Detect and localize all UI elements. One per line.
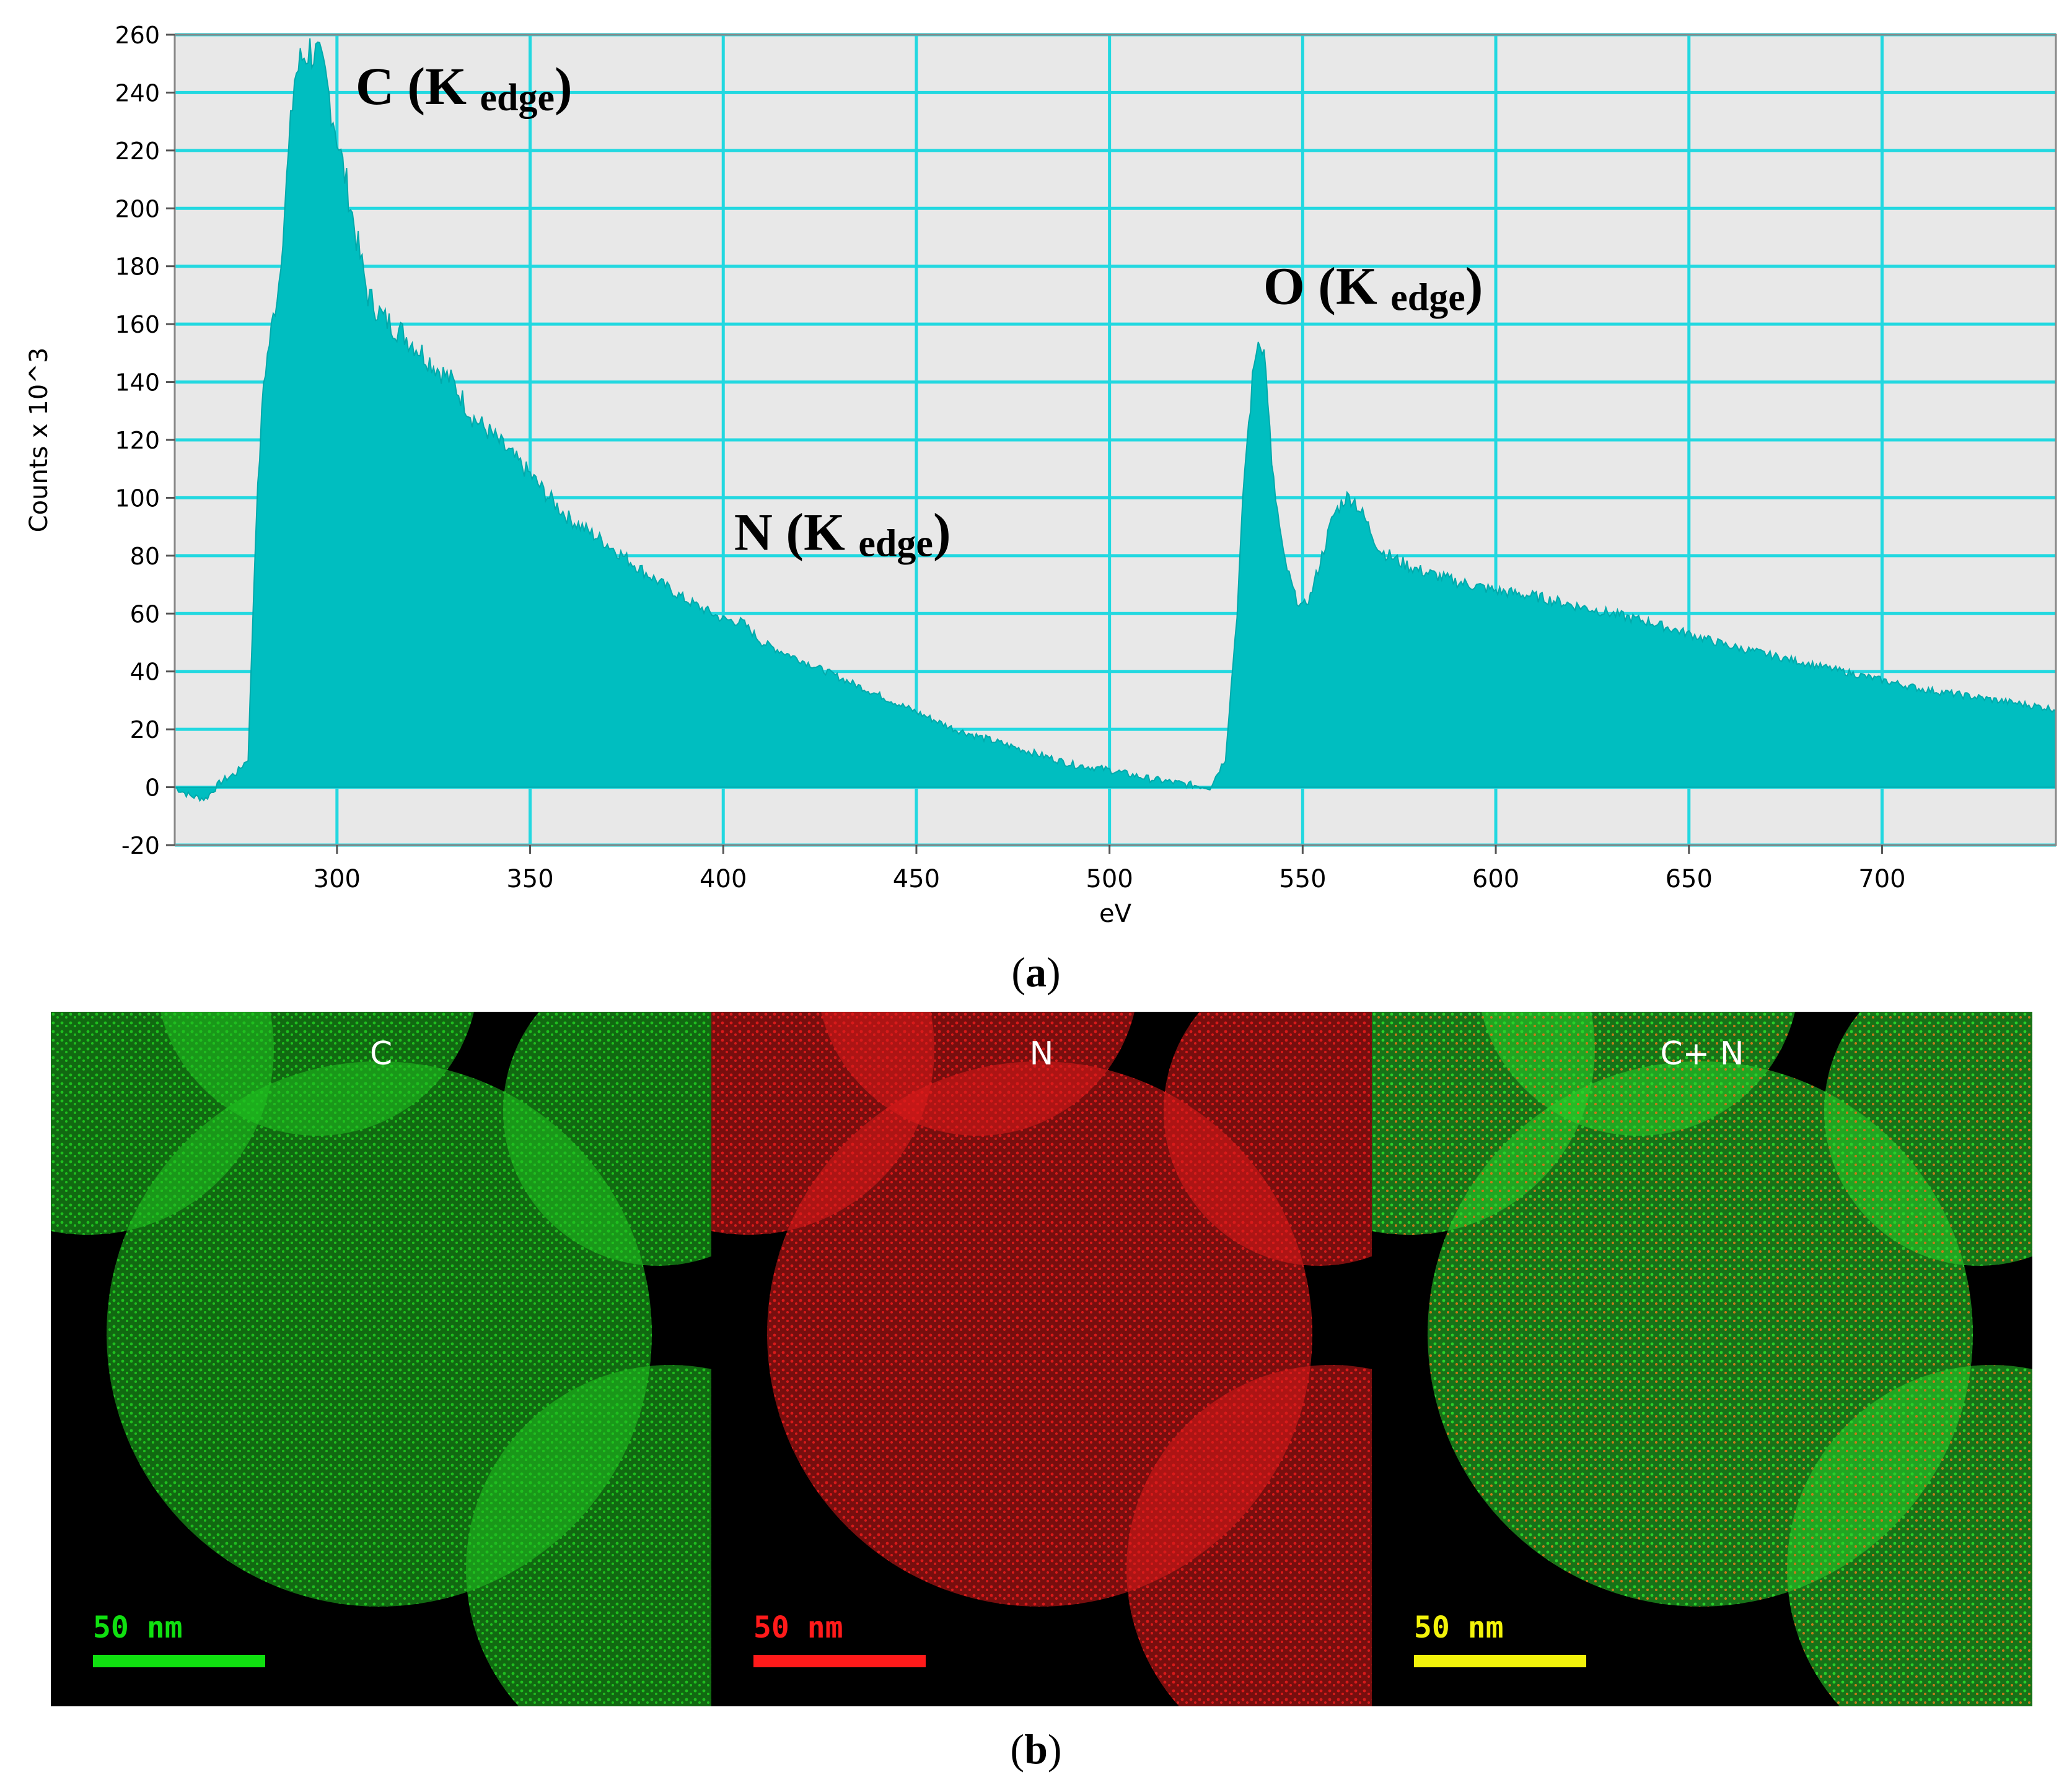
y-tick-label: 120 <box>115 427 160 454</box>
elemental-maps: C 50 nm N 50 nm C+ N 50 nm <box>51 1012 2032 1706</box>
particle-top-right <box>1824 1012 2032 1266</box>
x-axis-ticks: 300 350 400 450 500 550 600 650 700 <box>314 845 1906 893</box>
y-tick-label: 200 <box>115 195 160 222</box>
y-tick-label: 20 <box>130 716 160 743</box>
x-tick-label: 350 <box>506 865 553 893</box>
annotation-c: C (K edge) <box>356 56 573 119</box>
y-tick-label: -20 <box>121 832 160 859</box>
particle-bottom-right <box>466 1365 711 1706</box>
y-axis-label: Counts x 10^3 <box>25 348 53 533</box>
particle-bottom-right <box>1126 1365 1372 1706</box>
y-tick-label: 140 <box>115 369 160 397</box>
scale-bar-carbon <box>93 1655 265 1667</box>
y-tick-label: 260 <box>115 22 160 49</box>
particle-top-right <box>503 1012 711 1266</box>
caption-b: (b) <box>1010 1726 1062 1773</box>
eels-spectrum-chart: 300 350 400 450 500 550 600 650 700 -20 0 20 40 60 80… <box>25 22 2057 928</box>
particle-top <box>1482 1012 1795 1136</box>
y-tick-label: 180 <box>115 253 160 281</box>
annotation-n: N (K edge) <box>734 502 951 565</box>
particle-top <box>160 1012 474 1136</box>
y-tick-label: 240 <box>115 79 160 107</box>
particle-top-right <box>1164 1012 1372 1266</box>
x-tick-label: 550 <box>1279 865 1326 893</box>
map-title-overlay: C+ N <box>1660 1035 1744 1072</box>
x-tick-label: 500 <box>1086 865 1133 893</box>
y-tick-label: 60 <box>130 600 160 628</box>
x-tick-label: 600 <box>1472 865 1519 893</box>
x-axis-label: eV <box>1099 900 1132 928</box>
scale-bar-overlay <box>1414 1655 1586 1667</box>
particle-top <box>821 1012 1135 1136</box>
scale-label-overlay: 50 nm <box>1414 1610 1504 1645</box>
x-tick-label: 700 <box>1858 865 1905 893</box>
map-title-carbon: C <box>369 1035 393 1072</box>
y-tick-label: 160 <box>115 311 160 338</box>
carbon-map-image <box>51 1012 711 1706</box>
scale-label-nitrogen: 50 nm <box>753 1610 843 1645</box>
y-tick-label: 100 <box>115 485 160 512</box>
map-nitrogen: N 50 nm <box>711 1012 1372 1706</box>
map-carbon-nitrogen: C+ N 50 nm <box>1372 1012 2032 1706</box>
spectrum-area <box>174 38 2057 802</box>
scale-label-carbon: 50 nm <box>93 1610 183 1645</box>
edge-annotations: C (K edge) O (K edge) N (K edge) <box>356 56 1483 564</box>
x-tick-label: 300 <box>314 865 361 893</box>
nitrogen-map-image <box>711 1012 1372 1706</box>
particle-bottom-right <box>1787 1365 2032 1706</box>
x-tick-label: 400 <box>700 865 747 893</box>
y-tick-label: 80 <box>130 543 160 570</box>
annotation-o: O (K edge) <box>1263 256 1483 318</box>
scale-bar-nitrogen <box>753 1655 926 1667</box>
x-tick-label: 650 <box>1666 865 1713 893</box>
y-tick-label: 220 <box>115 138 160 165</box>
x-tick-label: 450 <box>893 865 940 893</box>
y-tick-label: 40 <box>130 659 160 686</box>
map-carbon: C 50 nm <box>51 1012 711 1706</box>
caption-a: (a) <box>1011 949 1061 996</box>
map-title-nitrogen: N <box>1029 1035 1054 1072</box>
y-axis-ticks: -20 0 20 40 60 80 100 120 140 160 180 200 220 240 260 <box>115 22 175 859</box>
overlay-map-image <box>1372 1012 2032 1706</box>
y-tick-label: 0 <box>145 774 160 802</box>
